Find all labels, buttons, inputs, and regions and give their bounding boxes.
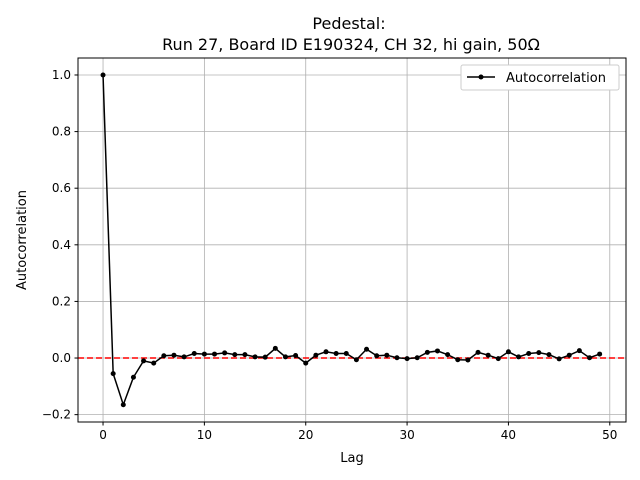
x-tick-label: 30 (399, 428, 414, 442)
data-point (141, 358, 147, 364)
data-point (130, 374, 136, 380)
data-point (242, 352, 248, 358)
ticks: 0 10 20 30 40 50 −0.2 0.0 0.2 0.4 0.6 0.8 1.0 (42, 68, 618, 442)
series-autocorrelation (100, 72, 603, 408)
data-point (546, 352, 552, 358)
data-point (516, 354, 522, 360)
legend: Autocorrelation (460, 64, 620, 91)
legend-box (460, 64, 620, 91)
data-point (282, 354, 288, 360)
data-point (465, 357, 471, 363)
data-point (333, 351, 339, 357)
data-point (201, 351, 207, 357)
data-point (597, 351, 603, 357)
data-point (151, 360, 157, 366)
data-point (566, 352, 572, 358)
y-tick-label: 1.0 (52, 68, 71, 82)
data-point (353, 357, 359, 363)
chart-subtitle: Run 27, Board ID E190324, CH 32, hi gain… (162, 35, 540, 54)
data-point (374, 353, 380, 359)
data-point (587, 355, 593, 361)
data-point (485, 352, 491, 358)
x-tick-label: 20 (298, 428, 313, 442)
data-point (120, 402, 126, 408)
y-tick-label: 0.8 (52, 125, 71, 139)
data-point (404, 356, 410, 362)
x-tick-label: 10 (197, 428, 212, 442)
series-line (102, 74, 600, 408)
data-point (343, 351, 349, 357)
data-point (455, 357, 461, 363)
data-point (323, 349, 329, 355)
axes-frame (77, 57, 627, 423)
x-tick-label: 50 (602, 428, 617, 442)
data-point (576, 348, 582, 354)
data-point (212, 351, 218, 357)
data-point (272, 345, 278, 351)
data-point (100, 72, 106, 78)
data-point (445, 352, 451, 358)
data-point (434, 348, 440, 354)
y-tick-label: −0.2 (42, 408, 71, 422)
y-tick-label: 0.4 (52, 238, 71, 252)
data-point (293, 352, 299, 358)
data-point (171, 352, 177, 358)
data-point (313, 352, 319, 358)
data-point (364, 346, 370, 352)
legend-marker (478, 74, 484, 80)
data-point (384, 352, 390, 358)
data-point (110, 371, 116, 377)
data-point (181, 354, 187, 360)
data-point (394, 355, 400, 361)
y-tick-label: 0.2 (52, 294, 71, 308)
data-point (262, 354, 268, 360)
x-tick-label: 40 (501, 428, 516, 442)
chart-title: Pedestal: (312, 14, 385, 33)
data-point (303, 360, 309, 366)
data-point (505, 349, 511, 355)
data-point (252, 354, 258, 360)
data-point (536, 350, 542, 356)
data-point (191, 351, 197, 357)
grid (78, 58, 626, 422)
data-point (414, 355, 420, 361)
x-tick-label: 0 (99, 428, 107, 442)
data-point (495, 356, 501, 362)
y-tick-label: 0.0 (52, 351, 71, 365)
data-point (424, 349, 430, 355)
y-tick-label: 0.6 (52, 181, 71, 195)
data-point (526, 351, 532, 357)
y-axis-label: Autocorrelation (15, 190, 30, 290)
data-point (222, 350, 228, 356)
data-point (475, 349, 481, 355)
data-point (161, 353, 167, 359)
x-axis-label: Lag (340, 451, 363, 466)
legend-label: Autocorrelation (506, 71, 606, 86)
data-point (232, 352, 238, 358)
data-point (556, 356, 562, 362)
